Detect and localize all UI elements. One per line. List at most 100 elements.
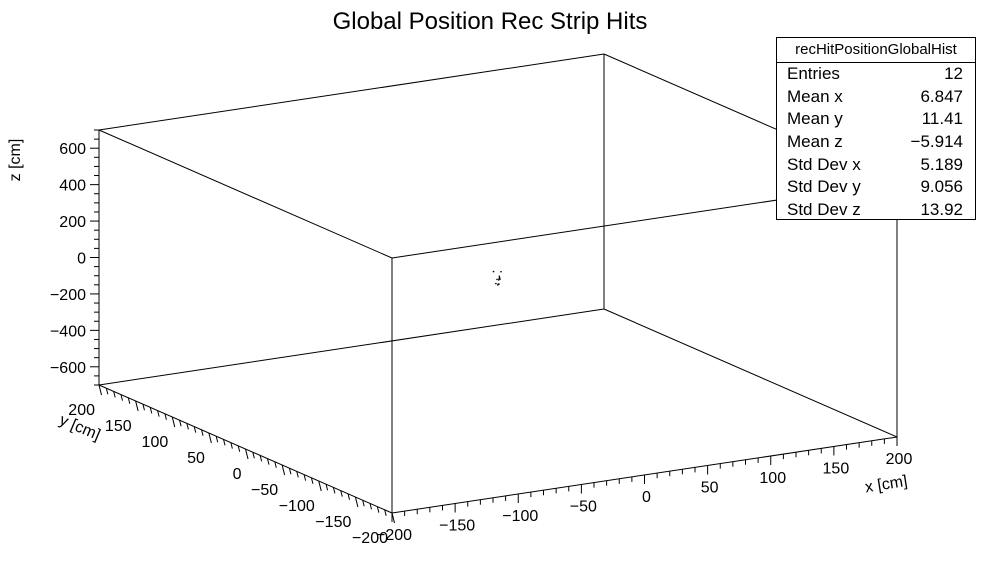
y-tick <box>164 413 167 420</box>
y-tick <box>215 436 219 443</box>
stats-title: recHitPositionGlobalHist <box>777 38 975 63</box>
chart-title: Global Position Rec Strip Hits <box>333 8 648 35</box>
stats-row: Std Dev y 9.056 <box>777 176 975 199</box>
data-point <box>496 278 498 281</box>
stats-value: 9.056 <box>920 177 963 197</box>
y-tick <box>105 388 109 395</box>
y-tick <box>237 445 241 452</box>
y-tick <box>274 461 277 468</box>
y-tick <box>230 442 233 449</box>
x-tick-label: 0 <box>642 489 651 506</box>
y-tick <box>318 480 322 492</box>
y-tick <box>347 493 351 500</box>
y-tick-label: 150 <box>105 418 132 435</box>
y-tick <box>376 506 380 513</box>
stats-rows: Entries 12 Mean x 6.847 Mean y 11.41 Mean z −5.… <box>777 63 975 222</box>
y-tick <box>362 500 365 507</box>
y-tick <box>288 468 292 475</box>
y-tick <box>113 391 116 398</box>
y-tick <box>340 490 343 497</box>
stats-label: Std Dev z <box>787 200 861 220</box>
stats-value: 6.847 <box>920 86 963 106</box>
stats-label: Mean z <box>787 132 843 152</box>
y-tick <box>208 432 212 444</box>
x-tick-label: −150 <box>439 518 475 535</box>
box-edge <box>98 129 393 259</box>
data-point <box>497 284 499 286</box>
y-tick <box>296 471 299 478</box>
x-tick-label: −200 <box>376 527 412 544</box>
y-tick <box>245 448 249 460</box>
y-tick-label: 200 <box>68 402 95 419</box>
y-tick <box>223 439 226 446</box>
y-tick <box>142 404 145 411</box>
y-tick-label: 100 <box>142 434 169 451</box>
stats-row: Std Dev z 13.92 <box>777 199 975 222</box>
stats-label: Std Dev x <box>787 154 861 174</box>
y-tick <box>201 429 204 436</box>
x-tick-label: 100 <box>759 470 786 487</box>
z-tick-label: 0 <box>77 251 86 268</box>
z-axis-label: z [cm] <box>7 139 24 182</box>
y-tick-label: −100 <box>279 498 315 515</box>
y-tick <box>266 458 270 465</box>
box-edge <box>603 308 898 438</box>
stats-value: 11.41 <box>921 109 963 129</box>
y-tick <box>259 455 263 462</box>
data-point <box>498 275 501 278</box>
y-tick <box>135 400 139 412</box>
z-tick-label: 200 <box>59 214 86 231</box>
stats-row: Mean z −5.914 <box>777 131 975 154</box>
stats-label: Entries <box>787 64 840 83</box>
y-tick-label: 50 <box>187 450 205 467</box>
z-tick-label: 400 <box>59 178 86 195</box>
y-tick <box>310 477 314 484</box>
y-tick <box>325 484 329 491</box>
stats-row: Mean y 11.41 <box>777 108 975 131</box>
y-tick <box>149 407 153 414</box>
data-points <box>492 270 502 286</box>
x-axis-label: x [cm] <box>864 473 909 496</box>
y-tick <box>171 416 176 428</box>
y-tick <box>332 487 336 494</box>
data-point <box>498 278 500 280</box>
y-tick-label: −200 <box>352 530 388 547</box>
stats-value: −5.914 <box>910 132 963 152</box>
x-tick-label: 200 <box>886 451 913 468</box>
x-tick-label: 50 <box>701 480 719 497</box>
stats-row: Std Dev x 5.189 <box>777 154 975 177</box>
y-tick <box>303 474 307 481</box>
y-tick-label: −50 <box>251 482 278 499</box>
y-tick <box>252 452 255 459</box>
stats-label: Mean x <box>787 86 843 106</box>
box-edge <box>98 308 605 386</box>
z-tick-label: 600 <box>59 141 86 158</box>
stats-box: recHitPositionGlobalHist Entries 12 Mean x… <box>776 37 976 220</box>
y-tick <box>384 509 387 516</box>
x-tick-label: 150 <box>823 461 850 478</box>
stats-label: Std Dev y <box>787 177 861 197</box>
y-tick <box>157 410 160 417</box>
z-tick-label: −600 <box>50 360 86 377</box>
y-tick <box>186 423 189 430</box>
axis-tick-labels: −200−150−100−50050100150200−200−150−100−… <box>50 141 912 547</box>
x-tick-label: −50 <box>570 499 597 516</box>
y-tick <box>193 426 197 433</box>
stats-value: 5.189 <box>920 154 963 174</box>
z-tick-label: −400 <box>50 323 86 340</box>
stats-label: Mean y <box>787 109 843 129</box>
y-tick <box>354 496 359 508</box>
y-tick <box>127 397 131 404</box>
y-tick-label: −150 <box>315 514 351 531</box>
y-tick <box>120 394 123 401</box>
stats-value: 12 <box>944 64 963 83</box>
box-edge <box>98 53 605 131</box>
data-point <box>500 270 502 273</box>
y-tick <box>98 384 102 396</box>
stats-row: Mean x 6.847 <box>777 86 975 109</box>
y-tick-label: 0 <box>233 466 242 483</box>
z-tick-label: −200 <box>50 287 86 304</box>
data-point <box>498 283 500 285</box>
stats-row: Entries 12 <box>777 63 975 86</box>
